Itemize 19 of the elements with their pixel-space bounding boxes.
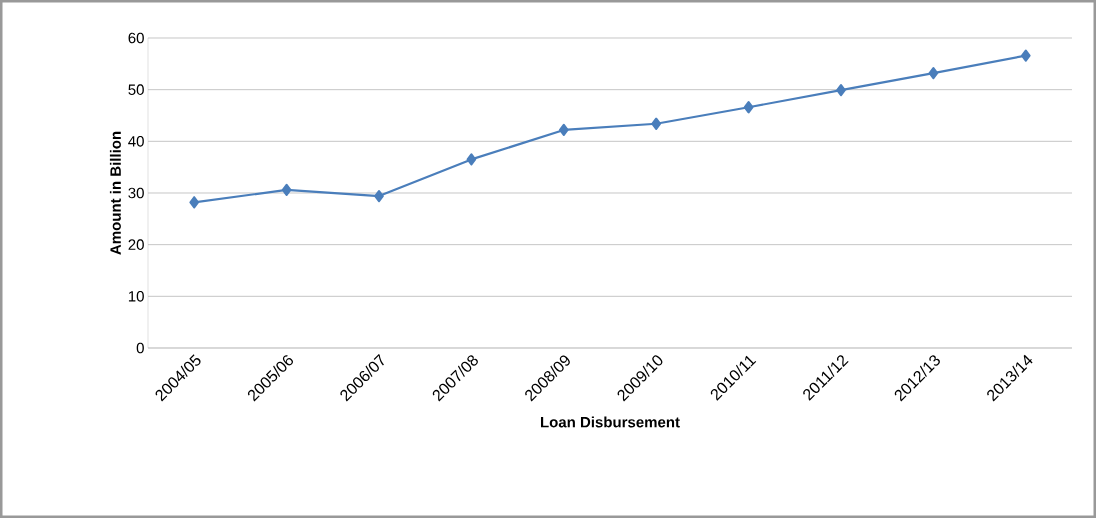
y-tick-label: 40 bbox=[128, 136, 144, 147]
point bbox=[189, 196, 200, 209]
point bbox=[1020, 49, 1031, 62]
point bbox=[743, 101, 754, 114]
point bbox=[281, 183, 292, 196]
y-tick-label: 60 bbox=[128, 32, 144, 44]
y-tick-label: 20 bbox=[128, 239, 144, 250]
point bbox=[651, 117, 662, 130]
point bbox=[558, 123, 569, 137]
y-tick-label: 10 bbox=[128, 291, 144, 302]
y-tick-label: 50 bbox=[128, 84, 144, 95]
y-tick-label: 30 bbox=[128, 187, 144, 199]
point bbox=[374, 189, 384, 203]
y-axis-title: Amount in Billion bbox=[109, 131, 121, 255]
x-axis-title: Loan Disbursement bbox=[540, 416, 680, 428]
point bbox=[928, 67, 939, 80]
point bbox=[466, 153, 477, 166]
point bbox=[836, 84, 846, 97]
y-tick-label: 0 bbox=[136, 342, 144, 354]
